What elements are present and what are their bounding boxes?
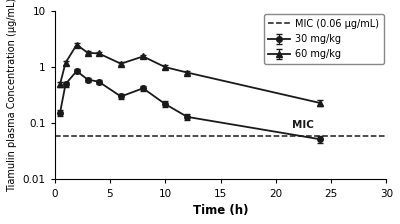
Y-axis label: Tiamulin plasma Concentration (μg/mL): Tiamulin plasma Concentration (μg/mL)	[7, 0, 17, 192]
MIC (0.06 μg/mL)	[63, 134, 68, 137]
Legend: MIC (0.06 μg/mL), 30 mg/kg, 60 mg/kg: MIC (0.06 μg/mL), 30 mg/kg, 60 mg/kg	[264, 14, 384, 64]
X-axis label: Time (h): Time (h)	[193, 204, 248, 217]
MIC (0.06 μg/mL)	[52, 134, 57, 137]
Text: MIC: MIC	[292, 120, 314, 130]
